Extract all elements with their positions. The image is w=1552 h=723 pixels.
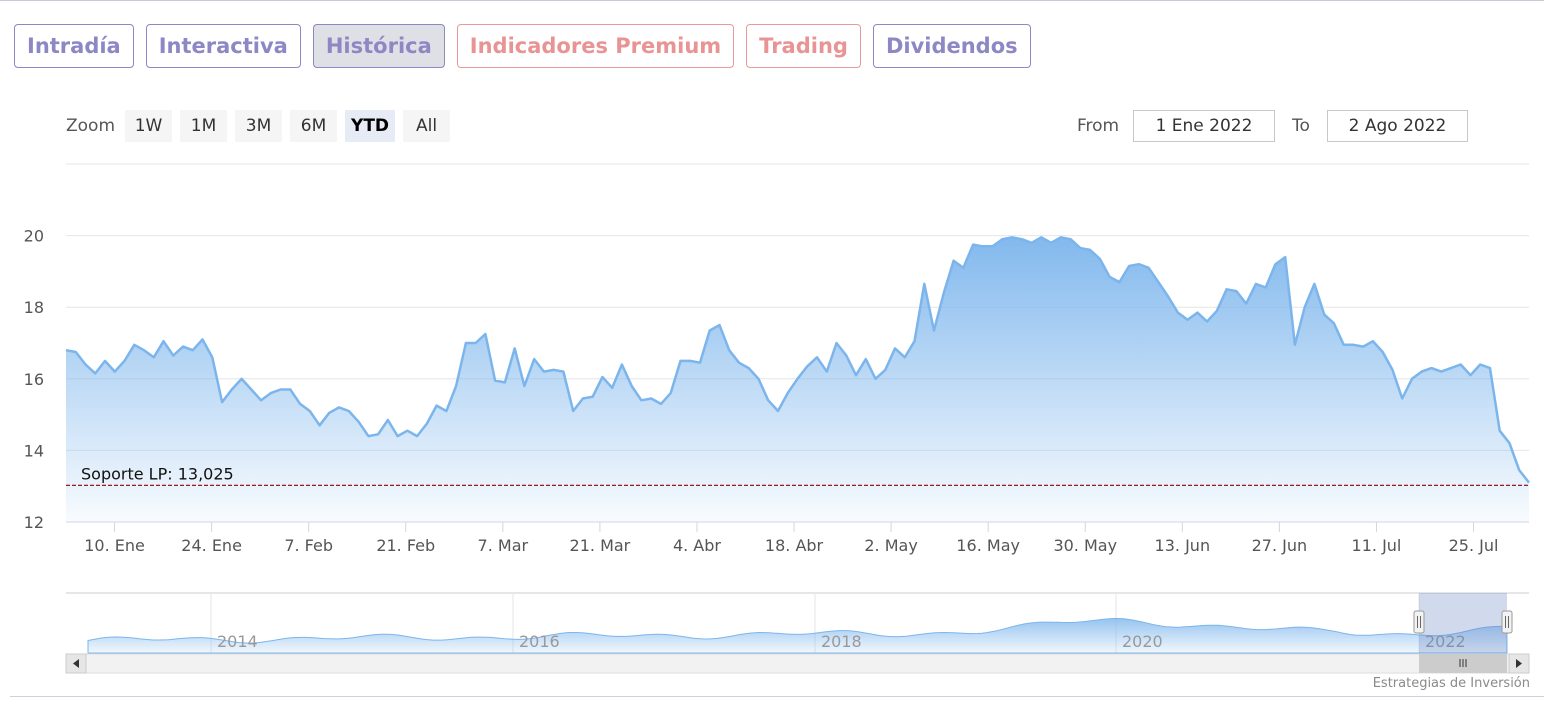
navigator[interactable]: 2014 2016 2018 2020 2022 <box>65 592 1530 674</box>
x-tick-label: 2. May <box>864 536 917 555</box>
y-tick-label: 20 <box>24 227 44 246</box>
price-line <box>65 236 1530 484</box>
x-tick-label: 18. Abr <box>765 536 824 555</box>
from-date-input[interactable]: 1 Ene 2022 <box>1133 110 1275 142</box>
y-tick-label: 14 <box>24 441 44 460</box>
x-tick-label: 30. May <box>1053 536 1117 555</box>
x-tick-label: 10. Ene <box>84 536 145 555</box>
handle-body <box>1413 610 1425 634</box>
support-label: Soporte LP: 13,025 <box>81 464 234 483</box>
handle-body <box>1501 610 1513 634</box>
x-tick-label: 27. Jun <box>1252 536 1308 555</box>
tab-trading[interactable]: Trading <box>746 24 861 68</box>
top-rule <box>0 0 1544 1</box>
zoom-1m-button[interactable]: 1M <box>180 110 228 142</box>
zoom-1w-button[interactable]: 1W <box>125 110 173 142</box>
y-tick-label: 16 <box>24 370 44 389</box>
x-tick-label: 21. Feb <box>376 536 435 555</box>
y-tick-label: 18 <box>24 298 44 317</box>
x-axis-ticks: 10. Ene 24. Ene 7. Feb 21. Feb 7. Mar 21. Mar… <box>84 522 1498 555</box>
x-tick-label: 4. Abr <box>673 536 721 555</box>
arrow-right-icon <box>1516 659 1522 668</box>
navigator-handle-left[interactable] <box>1413 610 1425 634</box>
zoom-selector: Zoom 1W 1M 3M 6M YTD All <box>66 110 451 142</box>
tab-historica[interactable]: Histórica <box>312 24 445 68</box>
credits: Estrategias de Inversión <box>1372 676 1530 691</box>
tab-dividendos[interactable]: Dividendos <box>872 24 1031 68</box>
x-tick-label: 24. Ene <box>181 536 242 555</box>
tab-intradia[interactable]: Intradía <box>14 24 134 68</box>
navigator-year-label: 2020 <box>1122 632 1163 651</box>
navigator-year-labels: 2014 2016 2018 2020 2022 <box>217 632 1466 651</box>
to-date-input[interactable]: 2 Ago 2022 <box>1327 110 1468 142</box>
y-tick-label: 12 <box>24 513 44 532</box>
x-tick-label: 21. Mar <box>570 536 631 555</box>
zoom-3m-button[interactable]: 3M <box>235 110 283 142</box>
zoom-ytd-button[interactable]: YTD <box>345 110 396 142</box>
x-tick-label: 11. Jul <box>1352 536 1402 555</box>
to-label: To <box>1292 116 1310 136</box>
scrollbar-track[interactable] <box>65 653 1530 674</box>
x-tick-label: 13. Jun <box>1155 536 1211 555</box>
navigator-year-label: 2022 <box>1425 632 1466 651</box>
navigator-year-label: 2016 <box>519 632 560 651</box>
x-tick-label: 25. Jul <box>1449 536 1499 555</box>
navigator-selection[interactable] <box>1419 593 1507 653</box>
zoom-all-button[interactable]: All <box>403 110 451 142</box>
scrollbar-grip-icon <box>1459 659 1467 667</box>
zoom-6m-button[interactable]: 6M <box>290 110 338 142</box>
arrow-left-icon <box>73 659 79 668</box>
y-axis-labels: 12 14 16 18 20 <box>24 227 44 532</box>
from-label: From <box>1077 116 1120 136</box>
tab-bar: Intradía Interactiva Histórica Indicador… <box>14 24 1031 70</box>
zoom-label: Zoom <box>66 116 116 136</box>
x-tick-label: 16. May <box>956 536 1020 555</box>
bottom-rule <box>10 696 1544 697</box>
navigator-year-label: 2018 <box>821 632 862 651</box>
x-tick-label: 7. Mar <box>478 536 529 555</box>
navigator-year-label: 2014 <box>217 632 258 651</box>
tab-interactiva[interactable]: Interactiva <box>145 24 301 68</box>
x-tick-label: 7. Feb <box>284 536 333 555</box>
navigator-handle-right[interactable] <box>1501 610 1513 634</box>
tab-indicadores-premium[interactable]: Indicadores Premium <box>456 24 735 68</box>
navigator-area <box>87 618 1508 654</box>
